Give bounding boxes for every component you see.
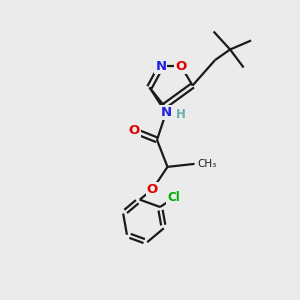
Text: Cl: Cl bbox=[167, 191, 180, 205]
Text: O: O bbox=[129, 124, 140, 137]
Text: H: H bbox=[176, 108, 185, 121]
Text: O: O bbox=[176, 60, 187, 73]
Text: CH₃: CH₃ bbox=[197, 159, 216, 169]
Text: N: N bbox=[160, 106, 172, 119]
Text: O: O bbox=[147, 183, 158, 196]
Text: N: N bbox=[155, 60, 167, 73]
